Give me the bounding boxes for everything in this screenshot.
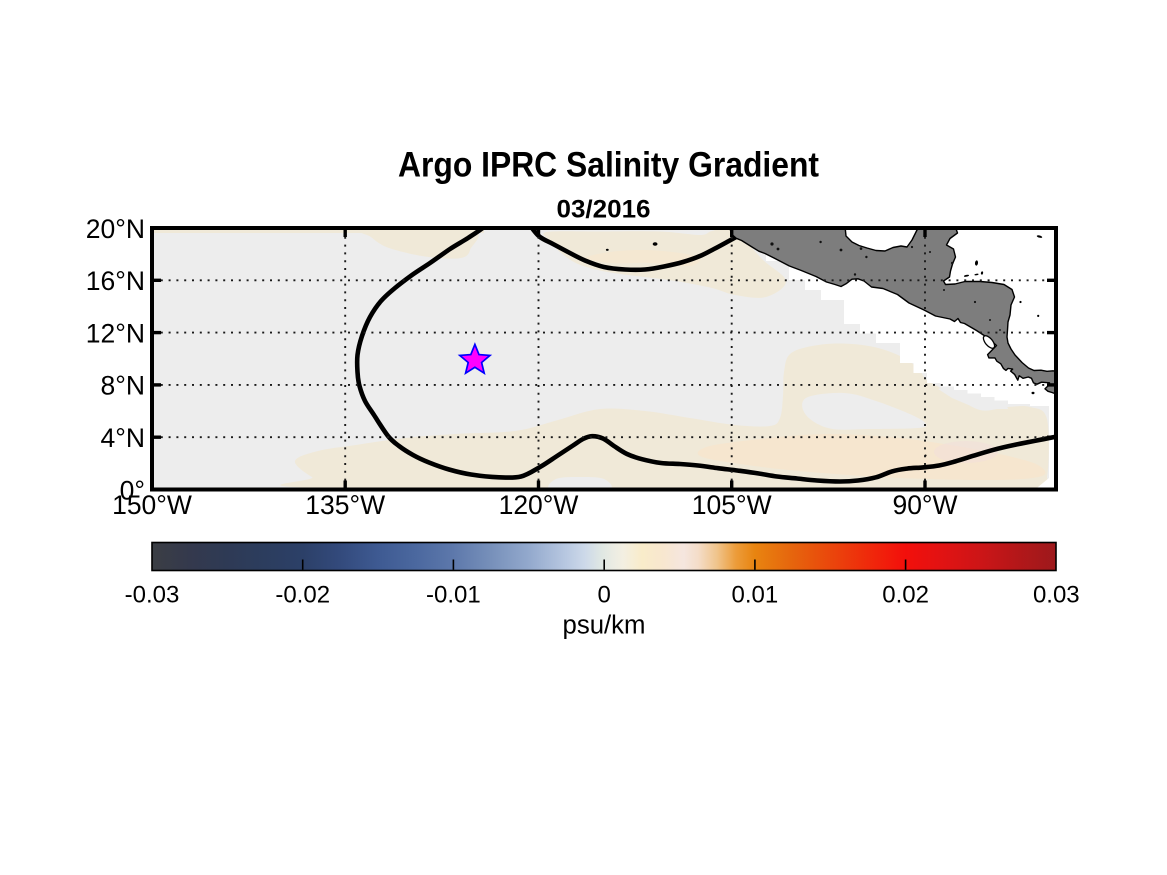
svg-text:90°W: 90°W: [892, 490, 957, 520]
svg-text:-0.03: -0.03: [125, 582, 180, 609]
svg-text:4°N: 4°N: [101, 423, 145, 453]
svg-text:12°N: 12°N: [86, 318, 145, 348]
svg-text:03/2016: 03/2016: [557, 196, 651, 224]
svg-text:150°W: 150°W: [112, 490, 192, 520]
svg-text:8°N: 8°N: [101, 371, 145, 401]
svg-text:psu/km: psu/km: [563, 612, 646, 640]
svg-text:0: 0: [598, 582, 611, 609]
svg-text:20°N: 20°N: [86, 214, 145, 244]
svg-text:16°N: 16°N: [86, 266, 145, 296]
svg-text:Argo IPRC Salinity Gradient: Argo IPRC Salinity Gradient: [398, 146, 819, 185]
svg-text:120°W: 120°W: [499, 490, 579, 520]
svg-text:135°W: 135°W: [305, 490, 385, 520]
svg-text:0.01: 0.01: [732, 582, 779, 609]
svg-text:-0.01: -0.01: [426, 582, 481, 609]
svg-text:-0.02: -0.02: [275, 582, 330, 609]
svg-text:105°W: 105°W: [692, 490, 772, 520]
svg-text:0.02: 0.02: [882, 582, 929, 609]
svg-text:0°: 0°: [120, 475, 145, 505]
svg-text:0.03: 0.03: [1033, 582, 1080, 609]
